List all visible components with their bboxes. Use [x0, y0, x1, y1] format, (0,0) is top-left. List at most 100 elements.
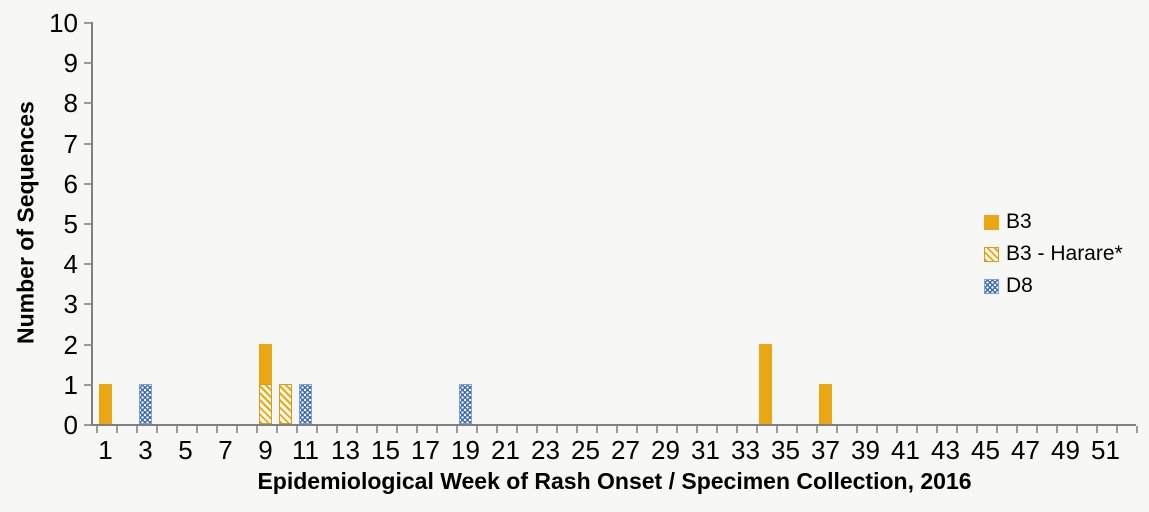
x-axis-tick	[835, 426, 838, 433]
y-tick-label: 4	[63, 249, 78, 280]
x-tick-label: 43	[931, 435, 960, 465]
y-axis-tick	[84, 142, 91, 145]
x-axis-tick	[955, 426, 958, 433]
bar-week-19-d8	[459, 383, 472, 424]
x-axis-tick	[1015, 426, 1018, 433]
x-axis-tick	[295, 426, 298, 433]
x-axis-tick	[135, 426, 138, 433]
x-axis-tick	[775, 426, 778, 433]
x-tick-label: 39	[851, 435, 880, 465]
x-axis-tick	[395, 426, 398, 433]
y-axis-tick	[84, 303, 91, 306]
y-axis-line	[91, 22, 93, 426]
y-axis-tick	[84, 383, 91, 386]
x-axis-tick	[95, 426, 98, 433]
bar-week-37-b3	[819, 383, 832, 424]
legend-item-d8: D8	[984, 273, 1123, 299]
x-axis-tick	[715, 426, 718, 433]
y-axis-tick	[84, 182, 91, 185]
x-tick-label: 3	[138, 435, 153, 465]
y-tick-label: 6	[63, 168, 78, 199]
x-axis-tick	[155, 426, 158, 433]
y-axis-tick	[84, 62, 91, 65]
x-axis-tick	[335, 426, 338, 433]
x-axis-tick	[275, 426, 278, 433]
x-tick-label: 41	[891, 435, 920, 465]
y-tick-label: 7	[63, 128, 78, 159]
x-axis-tick	[675, 426, 678, 433]
x-tick-label: 7	[218, 435, 233, 465]
legend-label-d8: D8	[1006, 274, 1033, 297]
bar-week-11-d8	[299, 383, 312, 424]
y-tick-label: 10	[49, 8, 78, 38]
y-axis-tick	[84, 424, 91, 426]
x-axis-tick	[1115, 426, 1118, 433]
x-tick-label: 49	[1051, 435, 1080, 465]
x-tick-label: 15	[371, 435, 400, 465]
y-axis-tick	[84, 22, 91, 24]
y-tick-label: 2	[63, 329, 78, 360]
x-axis-tick	[475, 426, 478, 433]
x-axis-tick	[355, 426, 358, 433]
legend-item-b3-harare: B3 - Harare*	[984, 241, 1123, 267]
x-axis-tick	[655, 426, 658, 433]
x-tick-label: 29	[651, 435, 680, 465]
y-tick-label: 1	[63, 369, 78, 400]
y-axis-tick	[84, 263, 91, 266]
x-tick-label: 19	[451, 435, 480, 465]
x-axis-tick	[175, 426, 178, 433]
bar-week-1-b3	[99, 383, 112, 424]
x-axis-tick	[455, 426, 458, 433]
x-tick-label: 23	[531, 435, 560, 465]
x-axis-tick	[415, 426, 418, 433]
x-axis-tick	[615, 426, 618, 433]
y-axis-tick	[84, 343, 91, 346]
x-axis-tick	[595, 426, 598, 433]
x-tick-label: 37	[811, 435, 840, 465]
x-tick-label: 1	[98, 435, 113, 465]
legend-label-b3-harare: B3 - Harare*	[1006, 242, 1123, 265]
x-tick-label: 5	[178, 435, 193, 465]
x-axis-tick	[695, 426, 698, 433]
x-axis-tick	[515, 426, 518, 433]
x-axis-tick	[255, 426, 258, 433]
x-axis-tick	[315, 426, 318, 433]
y-tick-label: 3	[63, 289, 78, 320]
y-axis-tick	[84, 223, 91, 225]
x-axis-tick	[535, 426, 538, 433]
x-axis-tick	[435, 426, 438, 433]
x-tick-label: 13	[331, 435, 360, 465]
x-axis-tick	[235, 426, 238, 433]
x-axis-tick	[755, 426, 758, 433]
legend-label-b3: B3	[1006, 210, 1032, 233]
x-axis-tick	[575, 426, 578, 433]
bar-week-10-b3-harare	[279, 383, 292, 424]
x-axis-title: Epidemiological Week of Rash Onset / Spe…	[257, 468, 972, 494]
bar-week-34-b3	[759, 343, 772, 424]
y-axis-tick	[84, 102, 91, 105]
x-axis-tick	[555, 426, 558, 433]
x-tick-label: 51	[1091, 435, 1120, 465]
y-tick-label: 9	[63, 48, 78, 79]
x-axis-tick	[495, 426, 498, 433]
x-axis-tick	[1095, 426, 1098, 433]
x-axis-tick	[375, 426, 378, 433]
bar-week-9-b3-harare	[259, 383, 272, 424]
x-tick-label: 33	[731, 435, 760, 465]
x-tick-label: 31	[691, 435, 720, 465]
x-tick-label: 25	[571, 435, 600, 465]
x-axis-tick	[1075, 426, 1078, 433]
x-tick-label: 9	[258, 435, 273, 465]
x-axis-tick	[115, 426, 118, 433]
x-axis-tick	[635, 426, 638, 433]
y-tick-label: 8	[63, 88, 78, 119]
x-tick-label: 11	[292, 435, 319, 465]
y-tick-label: 0	[63, 410, 78, 440]
x-axis-tick	[915, 426, 918, 433]
x-tick-label: 47	[1011, 435, 1040, 465]
bar-week-9-b3	[259, 343, 272, 384]
x-axis-tick	[875, 426, 878, 433]
x-axis-tick	[995, 426, 998, 433]
